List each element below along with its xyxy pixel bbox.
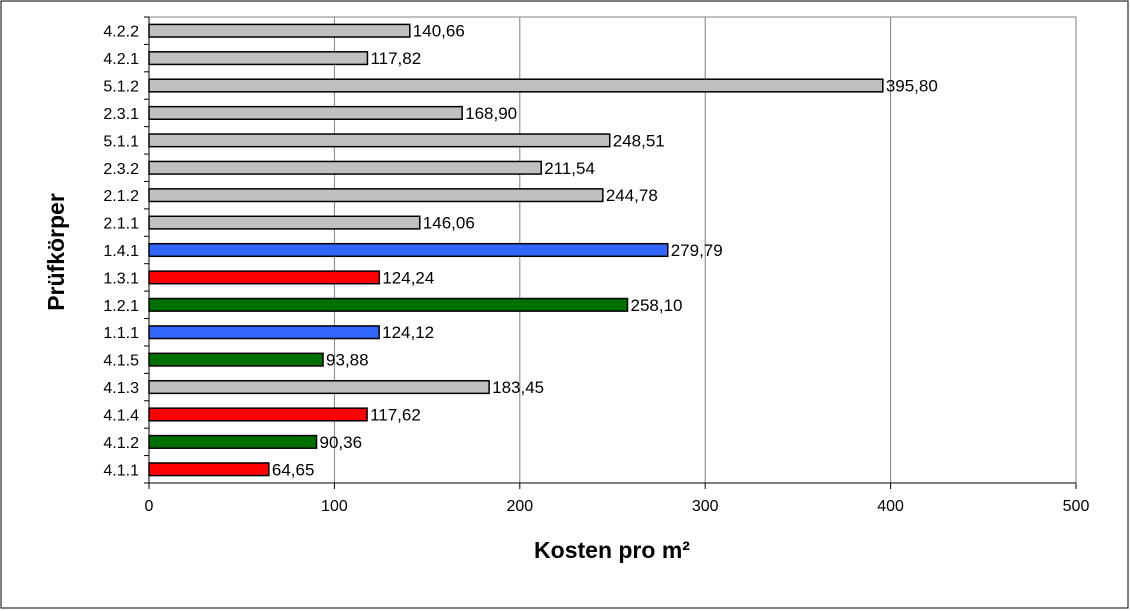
x-axis-title: Kosten pro m² [534, 537, 690, 563]
data-label: 117,82 [370, 49, 421, 68]
y-tick-label: 1.4.1 [103, 243, 139, 260]
bar [148, 407, 368, 422]
y-tick-label: 2.3.2 [103, 161, 139, 178]
y-tick-label: 5.1.1 [103, 133, 139, 150]
axes [144, 16, 1077, 489]
data-label: 124,24 [382, 268, 434, 287]
data-label: 124,12 [382, 323, 434, 342]
data-label: 168,90 [465, 104, 517, 123]
bar [148, 51, 369, 66]
x-tick-label: 500 [1063, 498, 1090, 515]
tick-labels: 0 100 200 300 400 500 4.1.1 4.1.2 4.1.4 4.1.3 4.1.… [103, 24, 1089, 515]
bar [148, 242, 669, 258]
x-tick-label: 400 [877, 498, 904, 515]
bar [148, 215, 421, 230]
bar [148, 78, 884, 93]
data-label: 279,79 [671, 241, 723, 260]
data-label: 140,66 [413, 22, 465, 41]
data-label: 90,36 [320, 433, 363, 452]
y-tick-label: 4.1.1 [103, 462, 139, 479]
y-axis-title: Prüfkörper [43, 193, 69, 311]
y-tick-label: 1.2.1 [103, 298, 139, 315]
y-tick-label: 4.2.2 [103, 24, 139, 41]
bars [148, 23, 884, 477]
y-tick-label: 4.1.4 [103, 407, 139, 424]
x-tick-label: 200 [506, 498, 533, 515]
bar [148, 325, 380, 340]
y-tick-label: 2.1.1 [103, 216, 139, 233]
data-label: 146,06 [423, 214, 475, 233]
bar [148, 133, 611, 148]
data-label: 93,88 [326, 351, 369, 370]
y-tick-label: 2.1.2 [103, 188, 139, 205]
bar [148, 160, 542, 175]
bar [148, 105, 463, 120]
y-tick-label: 4.1.2 [103, 435, 139, 452]
data-labels: 64,65 90,36 117,62 183,45 93,88 124,12 258,10 1… [272, 22, 938, 480]
bar [148, 23, 411, 38]
bar [148, 352, 324, 367]
bar [148, 462, 270, 477]
data-label: 117,62 [370, 405, 421, 424]
bar [148, 270, 381, 285]
bar [148, 188, 604, 203]
y-tick-label: 1.1.1 [103, 325, 139, 342]
data-label: 395,80 [886, 77, 938, 96]
data-label: 244,78 [606, 186, 658, 205]
data-label: 211,54 [544, 159, 595, 178]
bar [148, 434, 318, 449]
y-tick-label: 5.1.2 [103, 79, 139, 96]
bar [148, 380, 490, 395]
y-tick-label: 2.3.1 [103, 106, 139, 123]
data-label: 248,51 [613, 131, 665, 150]
x-tick-label: 0 [145, 498, 154, 515]
y-tick-label: 4.2.1 [103, 51, 139, 68]
x-tick-label: 300 [692, 498, 719, 515]
y-tick-label: 4.1.3 [103, 380, 139, 397]
data-label: 258,10 [631, 296, 683, 315]
data-label: 183,45 [492, 378, 544, 397]
data-label: 64,65 [272, 460, 315, 479]
x-tick-label: 100 [321, 498, 348, 515]
y-tick-label: 1.3.1 [103, 270, 139, 287]
y-tick-label: 4.1.5 [103, 353, 139, 370]
bar [148, 297, 629, 312]
